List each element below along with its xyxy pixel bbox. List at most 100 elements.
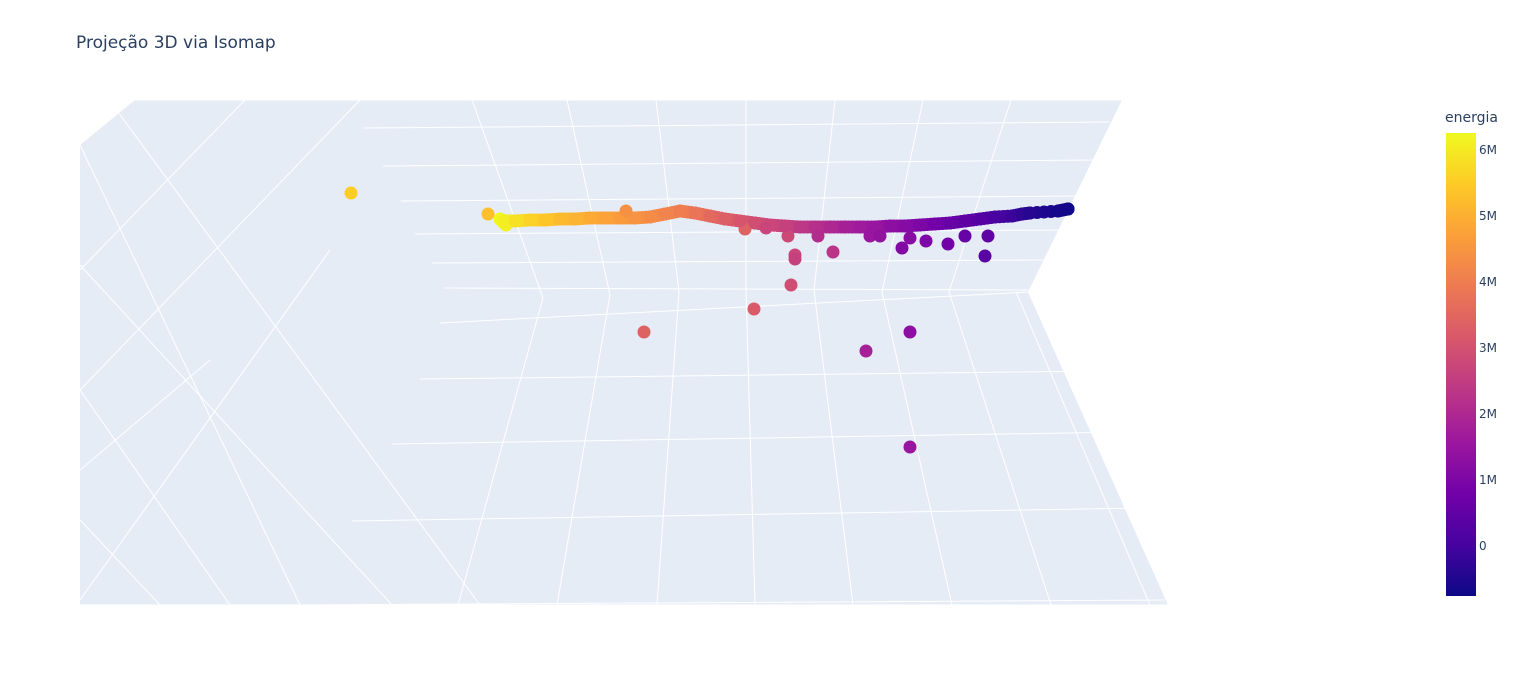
scatter-point[interactable] [919, 234, 933, 248]
grid-line [362, 121, 1111, 129]
grid-line [79, 111, 119, 144]
scatter-point[interactable] [913, 218, 927, 232]
grid-line [79, 144, 301, 606]
grid-line [471, 99, 544, 299]
scatter-point[interactable] [1051, 204, 1065, 218]
scatter-point[interactable] [628, 211, 642, 225]
grid-line [79, 99, 361, 391]
chart-title: Projeção 3D via Isomap [76, 33, 276, 53]
scatter-point[interactable] [1005, 209, 1019, 223]
colorbar-tick-label: 5M [1479, 208, 1497, 223]
scatter-point[interactable] [903, 325, 917, 339]
scatter-point[interactable] [978, 249, 992, 263]
scatter-point[interactable] [718, 212, 732, 226]
scatter-point[interactable] [958, 214, 972, 228]
scatter-point[interactable] [895, 241, 909, 255]
grid-line [79, 359, 211, 471]
grid-line [299, 599, 1166, 606]
scatter-point[interactable] [826, 245, 840, 259]
colorbar-tick-label: 0 [1479, 539, 1487, 554]
scatter-point[interactable] [658, 207, 672, 221]
scatter-point[interactable] [823, 220, 837, 234]
grid-line [117, 111, 481, 606]
scatter-point[interactable] [941, 237, 955, 251]
scatter-point[interactable] [733, 214, 747, 228]
grid-line [948, 291, 1052, 606]
grid-line [655, 99, 680, 293]
grid-line [79, 99, 246, 271]
scatter-point[interactable] [811, 229, 825, 243]
scatter-point[interactable] [643, 210, 657, 224]
grid-line [1015, 291, 1151, 606]
grid-line [79, 249, 331, 601]
scatter-point[interactable] [898, 219, 912, 233]
grid-line [444, 287, 1031, 291]
scatter-point[interactable] [1061, 202, 1075, 216]
scatter-point[interactable] [781, 229, 795, 243]
scatter-point[interactable] [838, 220, 852, 234]
scatter-point[interactable] [928, 217, 942, 231]
scatter-point[interactable] [747, 302, 761, 316]
scatter-point[interactable] [673, 204, 687, 218]
scatter-point[interactable] [598, 211, 612, 225]
scatter-point[interactable] [973, 212, 987, 226]
scatter-point[interactable] [619, 204, 633, 218]
scatter-points[interactable] [344, 186, 1075, 454]
grid-line [419, 370, 1101, 380]
colorbar-tick-label: 6M [1479, 142, 1497, 157]
colorbar-title: energia [1445, 110, 1498, 126]
scene-wall-back [80, 100, 1168, 605]
scatter-point[interactable] [873, 229, 887, 243]
grid-line [457, 297, 544, 606]
scatter-point[interactable] [883, 219, 897, 233]
scatter-point[interactable] [943, 216, 957, 230]
scatter-point[interactable] [344, 186, 358, 200]
scatter-point[interactable] [568, 212, 582, 226]
scatter-point[interactable] [903, 231, 917, 245]
scene-3d[interactable] [79, 99, 1168, 606]
grid-line [881, 99, 924, 293]
scatter-point[interactable] [788, 252, 802, 266]
scatter-point[interactable] [853, 220, 867, 234]
grid-line [79, 389, 231, 606]
grid-line [813, 99, 836, 291]
scatter-point[interactable] [637, 325, 651, 339]
scatter-point[interactable] [1023, 206, 1037, 220]
scatter-point[interactable] [523, 213, 537, 227]
scatter-point[interactable] [498, 214, 512, 228]
grid-line [400, 195, 1081, 202]
colorbar-tick-label: 2M [1479, 407, 1497, 422]
colorbar-tick-label: 3M [1479, 340, 1497, 355]
scatter-point[interactable] [703, 209, 717, 223]
scatter-point[interactable] [793, 220, 807, 234]
scatter-point[interactable] [688, 206, 702, 220]
scatter-point[interactable] [553, 212, 567, 226]
grid-line [556, 294, 611, 606]
scatter-point[interactable] [481, 207, 495, 221]
grid-line [656, 291, 680, 606]
scatter-point[interactable] [778, 219, 792, 233]
scatter-point[interactable] [508, 214, 522, 228]
grid-line [745, 289, 756, 606]
scatter-point[interactable] [903, 440, 917, 454]
grid-line [351, 507, 1147, 522]
scatter-point[interactable] [859, 344, 873, 358]
grid-line [566, 99, 611, 296]
scatter-point[interactable] [784, 278, 798, 292]
grid-line [79, 264, 393, 606]
scatter-point[interactable] [759, 221, 773, 235]
scatter-point[interactable] [981, 229, 995, 243]
scatter-point[interactable] [988, 210, 1002, 224]
scatter-point[interactable] [538, 213, 552, 227]
colorbar-tick-label: 4M [1479, 274, 1497, 289]
grid-line [391, 431, 1129, 445]
scatter-point[interactable] [748, 216, 762, 230]
grid-line [382, 159, 1097, 167]
scatter-point[interactable] [863, 229, 877, 243]
grid-line [79, 519, 161, 606]
scatter-point[interactable] [958, 229, 972, 243]
colorbar [1446, 133, 1476, 596]
colorbar-tick-label: 1M [1479, 473, 1497, 488]
scatter-point[interactable] [583, 211, 597, 225]
